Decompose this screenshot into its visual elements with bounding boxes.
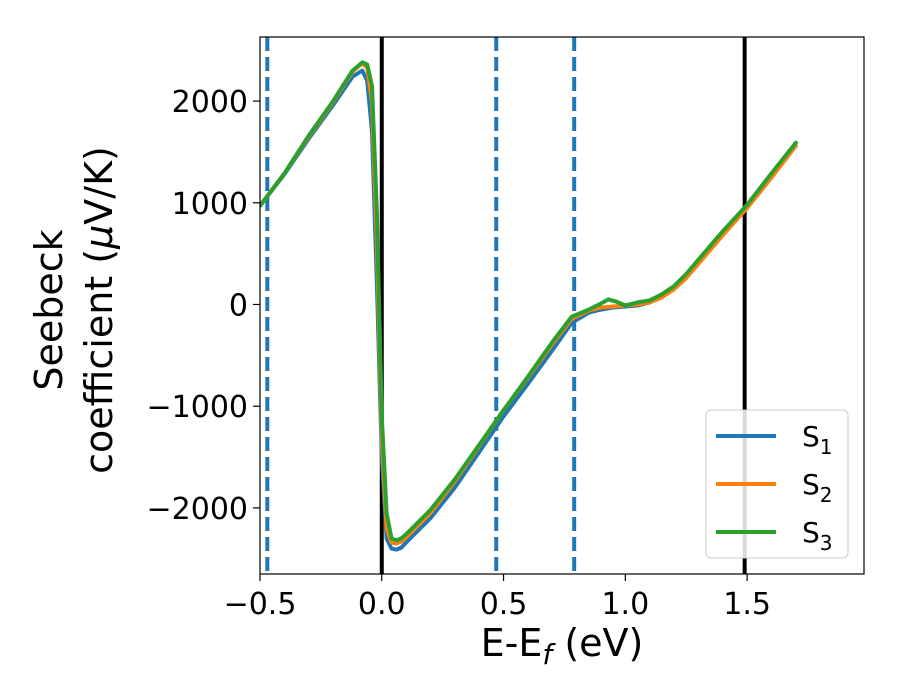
x-tick-label: −0.5 <box>224 587 297 622</box>
x-axis-label: E-Ef (eV) <box>481 621 644 671</box>
x-tick-label: 0.0 <box>358 587 406 622</box>
x-tick-label: 0.5 <box>480 587 528 622</box>
series-lines <box>260 60 798 552</box>
y-tick-label: −1000 <box>147 390 248 425</box>
y-axis-label: Seebeck coefficient (μV/K) <box>27 146 121 474</box>
x-tick-label: 1.5 <box>723 587 771 622</box>
legend-box <box>705 409 849 559</box>
x-tick-label: 1.0 <box>601 587 649 622</box>
y-tick-label: −2000 <box>147 492 248 527</box>
legend-label-s2: S2 <box>802 468 833 507</box>
legend-label-s1: S1 <box>802 420 833 459</box>
y-axis-label-line1: Seebeck <box>27 229 71 390</box>
legend-label-s3: S3 <box>802 516 833 555</box>
y-tick-label: 0 <box>229 288 248 323</box>
y-tick-label: 2000 <box>172 85 248 120</box>
y-tick-label: 1000 <box>172 187 248 222</box>
legend: S1 S2 S3 <box>705 409 849 559</box>
vertical-reference-lines <box>265 37 747 574</box>
plot-frame <box>259 36 865 575</box>
y-axis-ticks: 2000 1000 0 −1000 −2000 <box>147 85 260 527</box>
x-axis-ticks: −0.5 0.0 0.5 1.0 1.5 <box>224 574 771 622</box>
series-line-s3 <box>260 60 798 543</box>
y-axis-label-line2: coefficient (μV/K) <box>77 146 121 474</box>
